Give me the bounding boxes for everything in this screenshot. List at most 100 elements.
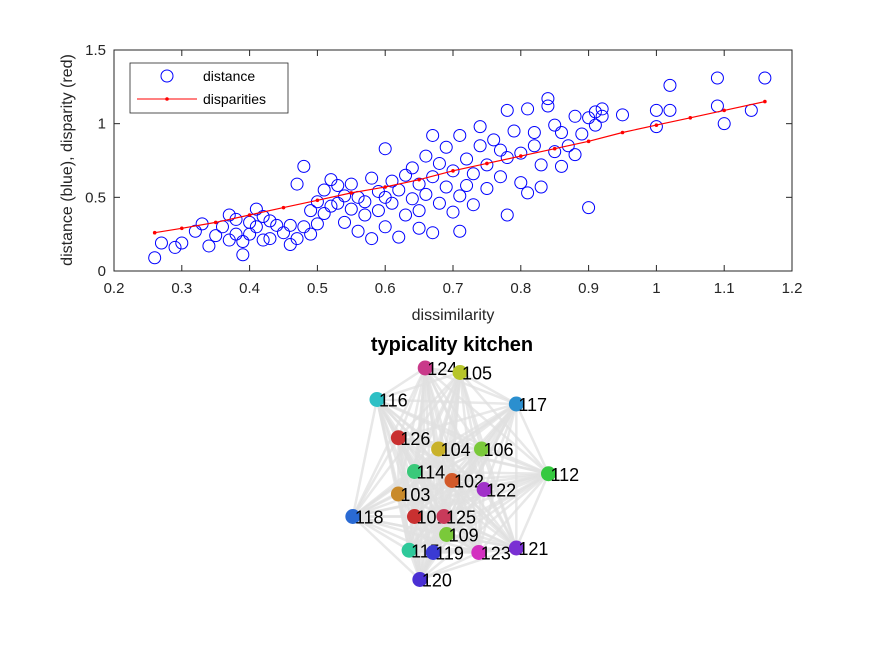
distance-point <box>493 143 507 157</box>
distance-point <box>717 117 731 131</box>
distance-point <box>399 168 413 182</box>
network-edge <box>376 366 426 401</box>
network-node <box>390 486 406 502</box>
distance-point <box>432 156 446 170</box>
x-tick-label: 0.5 <box>307 280 328 297</box>
distance-point <box>534 180 548 194</box>
network-node-label: 102 <box>454 472 484 492</box>
disparities-point <box>180 226 184 231</box>
network-nodes: 124 105 116 117 126 104 106 112 114 102 122 103 118 1… <box>345 359 579 591</box>
distance-point <box>534 158 548 172</box>
network-node <box>401 542 417 558</box>
distance-point <box>365 232 379 246</box>
distance-point <box>310 217 324 231</box>
distance-point <box>412 204 426 218</box>
distance-point <box>263 214 277 228</box>
distance-point <box>365 171 379 185</box>
distance-point <box>256 209 270 223</box>
distance-point <box>148 251 162 265</box>
distance-point <box>432 196 446 210</box>
distance-point <box>358 195 372 209</box>
network-node-label: 125 <box>446 508 476 528</box>
distance-point <box>561 139 575 153</box>
distance-point <box>168 240 182 254</box>
network-node <box>452 365 468 380</box>
x-axis-ticks: 0.2 0.3 0.4 0.5 0.6 0.7 0.8 0.9 1 1.1 1.2 <box>104 50 802 297</box>
disparities-point <box>315 198 320 203</box>
network-edge <box>398 402 517 439</box>
network-node-label: 119 <box>435 544 464 564</box>
distance-point <box>175 236 189 250</box>
distance-point <box>338 215 352 229</box>
network-edge <box>419 472 550 581</box>
disparities-point <box>552 146 557 151</box>
distance-point <box>331 179 345 193</box>
network-node <box>508 396 524 412</box>
disparities-point <box>763 99 767 104</box>
distance-point <box>568 148 582 162</box>
network-edge <box>397 493 422 580</box>
distance-point <box>419 187 433 201</box>
network-node <box>369 392 385 407</box>
x-tick-label: 1.1 <box>714 280 735 297</box>
distance-point <box>270 218 284 232</box>
network-edge <box>432 472 550 554</box>
distance-point <box>460 152 474 166</box>
distance-point <box>277 226 290 240</box>
legend-distance-marker <box>160 69 174 83</box>
x-tick-label: 0.6 <box>375 280 396 297</box>
distance-point <box>249 220 263 234</box>
network-node <box>390 430 406 446</box>
disparities-point <box>688 115 693 120</box>
distance-point <box>446 205 460 219</box>
y-axis-ticks: 0 0.5 1 1.5 <box>85 42 792 280</box>
network-edge <box>351 437 400 518</box>
network-node-label: 122 <box>486 481 516 501</box>
network-node-label: 103 <box>400 485 430 505</box>
distance-point <box>595 109 609 123</box>
distance-point <box>758 71 772 85</box>
network-node <box>540 466 556 482</box>
x-tick-label: 0.9 <box>578 280 599 297</box>
network-node <box>417 360 433 376</box>
distance-point <box>331 196 345 210</box>
network-edge <box>408 515 445 552</box>
distance-point <box>229 227 243 241</box>
legend-disparities-marker <box>165 97 169 101</box>
disparities-point <box>281 205 286 210</box>
distance-point <box>324 199 338 213</box>
distance-point <box>710 71 724 85</box>
network-node <box>473 441 489 457</box>
network-edge <box>413 470 518 549</box>
disparities-point <box>586 139 591 144</box>
disparities-point <box>620 130 625 135</box>
network-node-label: 106 <box>483 440 513 460</box>
x-tick-label: 0.7 <box>443 280 464 297</box>
network-node <box>431 441 447 457</box>
distance-point <box>527 126 541 140</box>
distance-point <box>378 142 392 156</box>
network-edge <box>515 473 550 549</box>
distance-point <box>358 208 372 222</box>
distance-point <box>541 92 555 106</box>
network-node-label: 121 <box>518 539 548 559</box>
distance-point <box>453 128 467 142</box>
distance-point <box>663 78 677 92</box>
network-edge <box>398 488 485 496</box>
x-tick-label: 0.3 <box>171 280 192 297</box>
disparities-series <box>152 99 767 235</box>
y-tick-label: 0.5 <box>85 189 106 206</box>
distance-point <box>473 120 487 134</box>
network-edge <box>515 403 550 475</box>
network-edge <box>376 398 517 406</box>
disparities-point <box>519 154 523 158</box>
network-node-label: 126 <box>400 429 430 449</box>
disparities-point <box>654 123 659 127</box>
network-edge <box>414 447 482 473</box>
disparities-point <box>722 108 726 113</box>
network-edge <box>483 488 518 549</box>
distance-point <box>541 99 555 113</box>
distance-point <box>500 103 514 117</box>
disparities-point <box>247 213 252 217</box>
distance-point <box>290 177 304 191</box>
